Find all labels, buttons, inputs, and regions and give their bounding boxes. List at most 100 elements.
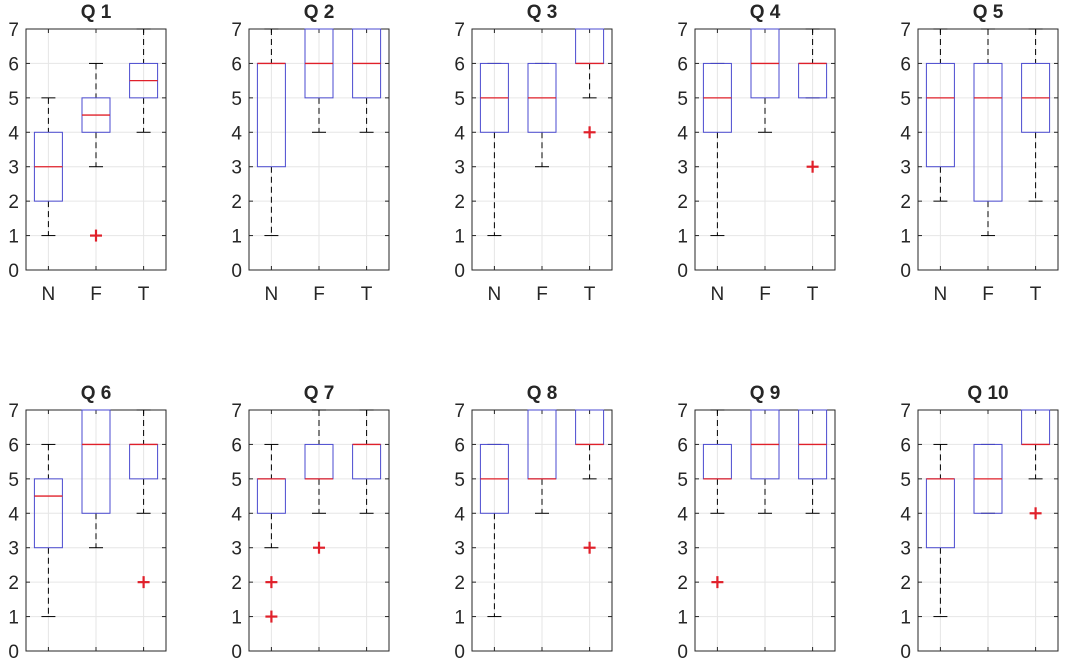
y-tick-label: 6	[231, 435, 242, 456]
outlier-marker	[1029, 507, 1042, 520]
panel-10: Q 1001234567NFT	[900, 383, 1059, 666]
box-N	[479, 443, 509, 618]
y-tick-label: 7	[8, 20, 19, 41]
y-tick-label: 7	[677, 20, 688, 41]
y-tick-label: 3	[900, 158, 911, 179]
x-tick-label: T	[361, 284, 373, 305]
box-N	[33, 443, 63, 618]
y-tick-label: 1	[8, 227, 19, 248]
y-tick-label: 0	[677, 261, 688, 282]
outlier-marker	[137, 576, 150, 589]
y-tick-label: 4	[454, 123, 465, 144]
y-tick-label: 2	[900, 192, 911, 213]
y-tick-label: 4	[900, 504, 911, 525]
box-F	[973, 443, 1003, 514]
y-tick-label: 6	[8, 54, 19, 75]
y-tick-label: 5	[231, 470, 242, 491]
iqr-box	[81, 409, 111, 514]
y-tick-label: 7	[454, 401, 465, 422]
box-T	[1021, 28, 1051, 202]
y-tick-label: 0	[454, 642, 465, 663]
y-tick-label: 3	[677, 539, 688, 560]
box-N	[925, 443, 955, 618]
y-tick-label: 3	[900, 539, 911, 560]
outlier-marker	[583, 126, 596, 139]
y-tick-label: 4	[231, 123, 242, 144]
outlier-marker	[313, 541, 325, 554]
outlier-marker	[711, 576, 724, 589]
outlier-marker	[265, 576, 278, 589]
y-tick-label: 5	[454, 470, 465, 491]
x-tick-label: N	[711, 284, 725, 305]
box-F	[750, 28, 780, 133]
x-tick-label: N	[488, 284, 502, 305]
box-F	[527, 62, 557, 168]
y-tick-label: 4	[231, 504, 242, 525]
x-tick-label: N	[265, 284, 279, 305]
x-tick-label: T	[138, 284, 150, 305]
outlier-marker	[90, 229, 102, 242]
y-tick-label: 2	[677, 192, 688, 213]
panel-title: Q 5	[973, 2, 1004, 23]
panel-title: Q 1	[81, 2, 112, 23]
y-tick-label: 0	[677, 642, 688, 663]
y-tick-label: 5	[8, 89, 19, 110]
box-F	[304, 409, 334, 554]
box-N	[256, 443, 286, 623]
box-T	[352, 409, 382, 514]
y-tick-label: 5	[8, 470, 19, 491]
x-tick-label: F	[982, 284, 994, 305]
y-tick-label: 6	[454, 435, 465, 456]
panel-title: Q 6	[81, 383, 112, 404]
y-tick-label: 4	[8, 123, 19, 144]
box-T	[352, 28, 382, 133]
y-tick-label: 2	[454, 573, 465, 594]
y-tick-label: 2	[900, 573, 911, 594]
y-tick-label: 4	[8, 504, 19, 525]
box-N	[33, 97, 63, 237]
panel-3: Q 3 0 1 2 3 4 5 6 7 N F T	[454, 2, 613, 305]
panel-title: Q 2	[304, 2, 335, 23]
y-tick-label: 6	[454, 54, 465, 75]
panel-title: Q 3	[527, 2, 558, 23]
y-tick-label: 6	[900, 54, 911, 75]
iqr-box	[973, 62, 1003, 202]
iqr-box	[925, 62, 955, 168]
x-tick-label: N	[42, 284, 56, 305]
y-tick-label: 5	[454, 89, 465, 110]
panel-5: Q 5 0 1 2 3 4 5 6 7 N F T	[900, 2, 1059, 305]
box-F	[304, 28, 334, 133]
x-tick-label: F	[313, 284, 325, 305]
y-tick-label: 1	[8, 608, 19, 629]
y-tick-label: 7	[8, 401, 19, 422]
y-tick-label: 1	[231, 608, 242, 629]
panel-1: Q 1 0 1 2 3 4 5 6 7 N F T	[8, 2, 167, 305]
panel-8: Q 801234567NFT	[454, 383, 613, 666]
x-tick-label: T	[1030, 284, 1042, 305]
x-tick-label: T	[584, 284, 596, 305]
y-tick-label: 1	[900, 608, 911, 629]
panel-7: Q 701234567NFT	[231, 383, 390, 666]
y-tick-label: 6	[900, 435, 911, 456]
y-tick-label: 2	[8, 573, 19, 594]
y-tick-label: 0	[231, 642, 242, 663]
y-tick-label: 5	[677, 470, 688, 491]
outlier-marker	[806, 160, 819, 173]
y-tick-label: 4	[900, 123, 911, 144]
panel-9: Q 901234567NFT	[677, 383, 836, 666]
y-tick-label: 1	[677, 227, 688, 248]
box-F	[81, 62, 111, 242]
y-tick-label: 4	[677, 504, 688, 525]
y-tick-label: 0	[8, 642, 19, 663]
box-F	[527, 409, 557, 514]
iqr-box	[33, 478, 63, 549]
box-T	[129, 409, 159, 589]
outlier-marker	[583, 541, 596, 554]
box-N	[479, 62, 509, 237]
y-tick-label: 6	[677, 435, 688, 456]
panel-title: Q 4	[750, 2, 781, 23]
y-tick-label: 2	[8, 192, 19, 213]
y-tick-label: 2	[677, 573, 688, 594]
y-tick-label: 5	[231, 89, 242, 110]
y-tick-label: 1	[454, 227, 465, 248]
